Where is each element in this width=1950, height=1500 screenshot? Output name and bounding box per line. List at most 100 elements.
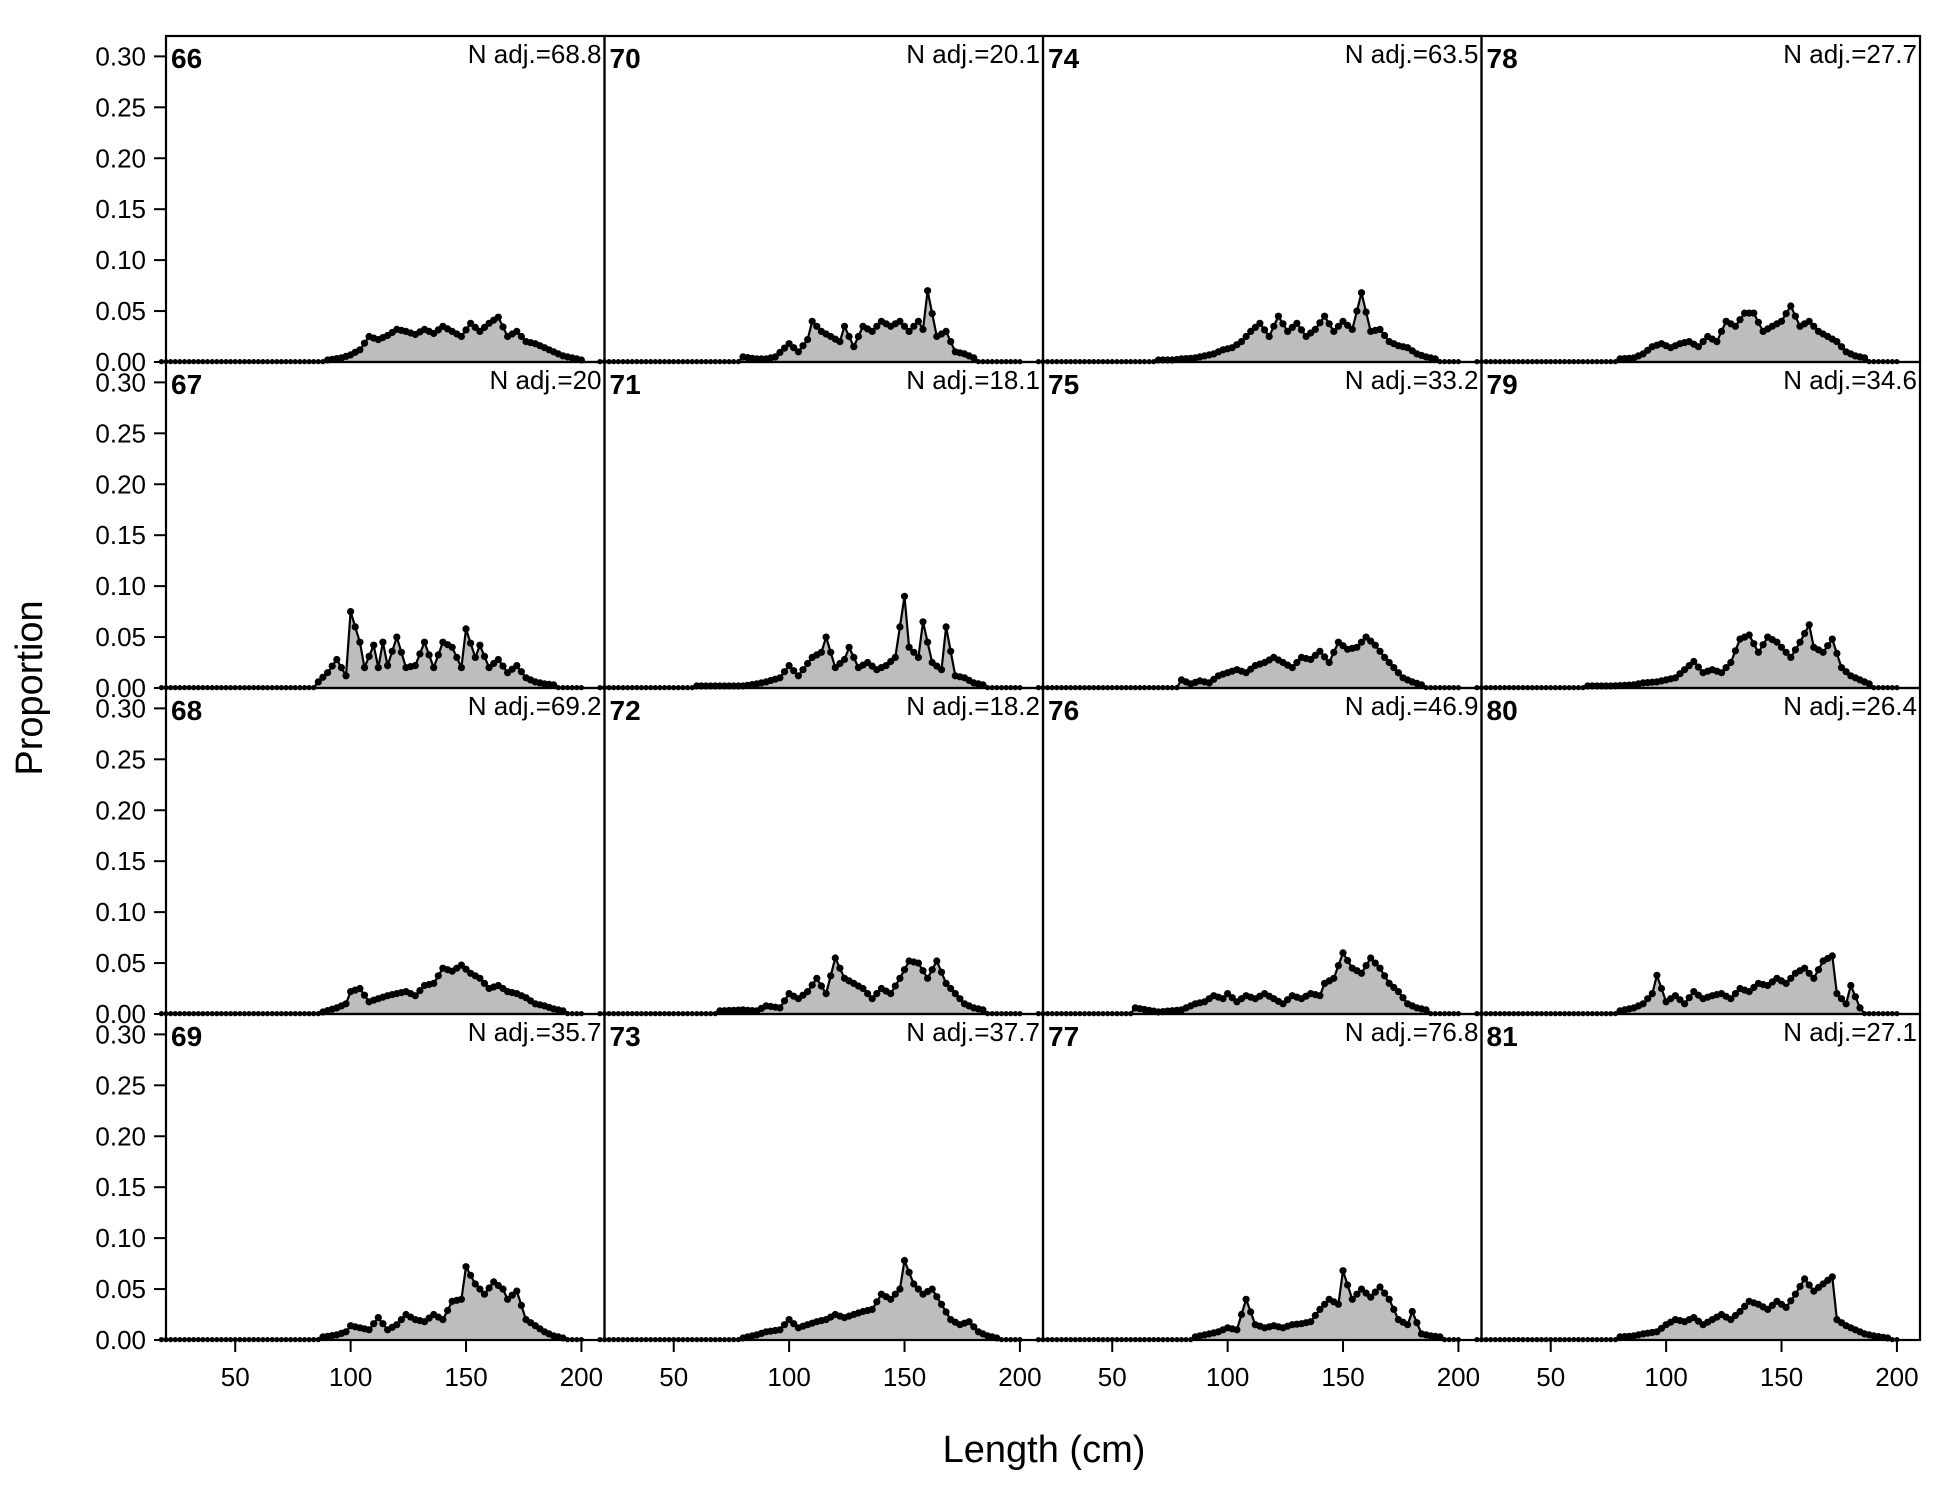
data-point xyxy=(1311,651,1319,660)
data-point xyxy=(1685,662,1693,670)
data-point xyxy=(1362,962,1370,970)
x-tick-label: 100 xyxy=(1206,1362,1249,1392)
panel-frame-72 xyxy=(603,686,1045,1016)
data-point xyxy=(1270,322,1278,330)
n-adj-label: N adj.=69.2 xyxy=(468,691,602,721)
data-point xyxy=(924,974,932,982)
data-point xyxy=(933,957,941,965)
data-point xyxy=(1787,302,1795,310)
data-point xyxy=(1357,969,1366,977)
data-point xyxy=(444,1306,452,1315)
panel-label: 77 xyxy=(1048,1021,1079,1052)
x-axis-title: Length (cm) xyxy=(943,1429,1146,1471)
data-point xyxy=(1219,995,1227,1003)
data-point xyxy=(1791,1290,1799,1298)
data-point xyxy=(1228,994,1236,1002)
n-adj-label: N adj.=18.2 xyxy=(906,691,1040,721)
data-point xyxy=(1805,1281,1813,1289)
data-point xyxy=(1759,641,1767,649)
data-point xyxy=(1376,325,1384,333)
data-point xyxy=(817,982,826,990)
data-point xyxy=(905,1268,913,1276)
panel-label: 76 xyxy=(1048,695,1079,726)
data-point xyxy=(1819,648,1827,656)
data-point xyxy=(1381,653,1389,662)
panel-label: 67 xyxy=(171,369,202,400)
data-point xyxy=(1474,685,1480,691)
data-point xyxy=(900,322,909,330)
data-point xyxy=(360,339,369,347)
panel-frame-76 xyxy=(1041,686,1483,1016)
data-point xyxy=(900,966,909,974)
data-point xyxy=(513,327,521,335)
data-point xyxy=(1237,338,1246,346)
data-point xyxy=(910,1280,918,1288)
y-tick-label: 0.10 xyxy=(95,245,146,275)
data-point xyxy=(822,990,830,998)
data-point xyxy=(365,1326,373,1334)
data-point xyxy=(1381,331,1389,340)
data-point xyxy=(1865,680,1873,688)
panel-label: 75 xyxy=(1048,369,1079,400)
data-point xyxy=(379,1320,387,1328)
data-point xyxy=(1316,992,1324,1000)
panel-frame-80 xyxy=(1480,686,1922,1016)
data-point xyxy=(1828,1273,1836,1281)
data-point xyxy=(1745,988,1753,996)
data-point xyxy=(1035,685,1041,691)
data-point xyxy=(1390,1305,1398,1313)
data-point xyxy=(1837,664,1846,672)
panel-label: 70 xyxy=(610,43,641,74)
data-point xyxy=(868,995,876,1003)
y-tick-label: 0.25 xyxy=(95,418,146,448)
data-point xyxy=(1339,1267,1347,1275)
panel-frame-70 xyxy=(603,34,1045,364)
data-point xyxy=(597,685,603,691)
data-point xyxy=(1417,681,1426,689)
data-point xyxy=(956,995,964,1003)
data-point xyxy=(1856,1004,1864,1012)
panel-78: 78 N adj.=27.7 xyxy=(1474,34,1922,365)
data-point xyxy=(393,1321,401,1329)
panel-70: 70 N adj.=20.1 xyxy=(597,34,1045,365)
area-fill-69 xyxy=(161,1266,582,1340)
data-point xyxy=(1796,638,1804,646)
data-point xyxy=(1694,343,1702,351)
data-point xyxy=(1671,674,1679,682)
data-point xyxy=(1035,1337,1041,1343)
data-point xyxy=(942,1308,950,1316)
panel-frame-75 xyxy=(1041,360,1483,690)
data-point xyxy=(900,1256,909,1265)
data-point xyxy=(808,317,816,325)
data-point xyxy=(1394,988,1402,996)
data-point xyxy=(790,344,798,352)
data-point xyxy=(1279,320,1287,328)
data-point xyxy=(1376,964,1384,972)
data-point xyxy=(1348,1295,1356,1303)
data-point xyxy=(1344,1281,1352,1289)
n-adj-label: N adj.=35.7 xyxy=(468,1017,602,1047)
x-tick-label: 50 xyxy=(1098,1362,1127,1392)
data-point xyxy=(342,1000,350,1008)
data-point xyxy=(1242,332,1250,341)
data-point xyxy=(411,662,419,670)
panel-label: 80 xyxy=(1487,695,1518,726)
data-point xyxy=(924,638,932,646)
data-point xyxy=(942,979,950,988)
data-point xyxy=(1334,322,1342,330)
area-fill-78 xyxy=(1476,306,1897,362)
data-point xyxy=(1722,664,1730,672)
area-fill-79 xyxy=(1476,624,1897,688)
data-point xyxy=(480,979,489,988)
data-point xyxy=(1782,979,1790,988)
data-point xyxy=(1782,1303,1790,1311)
data-point xyxy=(845,643,853,651)
data-point xyxy=(900,592,909,600)
data-point xyxy=(850,653,858,662)
data-point xyxy=(859,984,867,993)
x-tick-label: 200 xyxy=(998,1362,1041,1392)
n-adj-label: N adj.=20 xyxy=(489,365,601,395)
data-point xyxy=(827,648,835,656)
data-point xyxy=(1330,327,1338,335)
data-point xyxy=(868,327,876,335)
